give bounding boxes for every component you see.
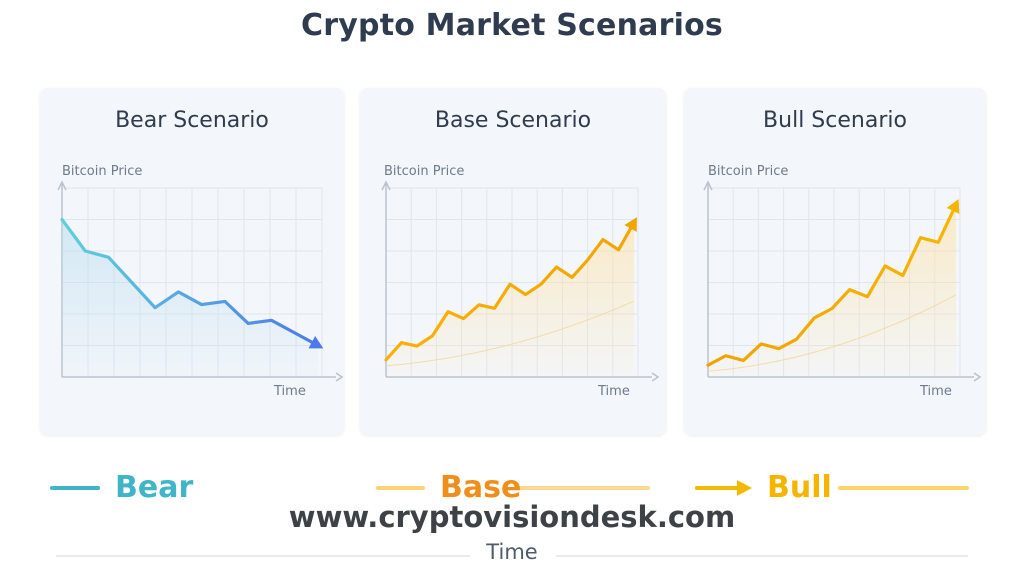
series-line: [706, 202, 958, 367]
series-line: [384, 220, 636, 362]
page-title: Crypto Market Scenarios: [301, 8, 723, 43]
series-area: [386, 222, 634, 377]
bear-y-axis-label: Bitcoin Price: [62, 164, 143, 179]
bear-panel-title: Bear Scenario: [115, 108, 269, 133]
series-line: [60, 217, 320, 348]
legend-base-label: Base: [440, 470, 522, 505]
series-arrowhead: [624, 217, 637, 232]
bull-chart: [703, 180, 982, 382]
bear-x-axis-label: Time: [274, 384, 306, 399]
x-axis-arrow: [973, 372, 982, 382]
y-axis-arrow: [57, 180, 67, 191]
bear-panel: Bear Scenario Bitcoin Price Time: [40, 88, 344, 435]
bull-panel: Bull Scenario Bitcoin Price Time: [684, 88, 986, 435]
bull-x-axis-label: Time: [920, 384, 952, 399]
x-axis-arrow: [651, 372, 660, 382]
legend-lines: [50, 480, 969, 496]
series-arrowhead: [308, 336, 324, 349]
series-area: [708, 204, 956, 377]
y-axis-arrow: [381, 180, 391, 191]
base-panel: Base Scenario Bitcoin Price Time: [360, 88, 666, 435]
trend-curve: [707, 294, 957, 372]
legend-bull-arrowhead: [737, 480, 752, 496]
legend-bull-label: Bull: [767, 470, 832, 505]
trend-curve: [385, 300, 635, 367]
bear-chart: [57, 180, 344, 382]
footer-time-axis: [56, 555, 968, 557]
base-y-axis-label: Bitcoin Price: [384, 164, 465, 179]
legend-bear-label: Bear: [115, 470, 194, 505]
base-x-axis-label: Time: [598, 384, 630, 399]
series-arrowhead: [946, 199, 960, 214]
base-panel-title: Base Scenario: [434, 108, 592, 133]
bull-panel-title: Bull Scenario: [763, 108, 907, 133]
y-axis-arrow: [703, 180, 713, 191]
base-chart: [381, 180, 660, 382]
bull-y-axis-label: Bitcoin Price: [708, 164, 789, 179]
footer-time-label: Time: [486, 540, 538, 564]
website-url: www.cryptovisiondesk.com: [288, 500, 736, 534]
x-axis-arrow: [335, 372, 344, 382]
